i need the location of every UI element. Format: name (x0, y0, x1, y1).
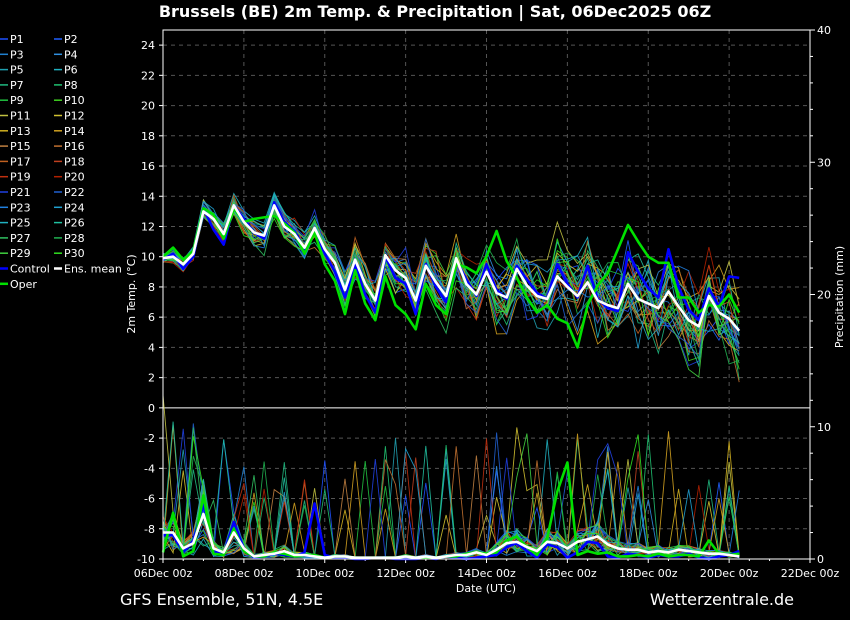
y-axis-label: 2m Temp. (°C) (125, 254, 138, 333)
legend-entry: P26 (64, 217, 85, 230)
y-tick-label: 22 (141, 69, 155, 82)
member-precip-line (162, 427, 740, 559)
legend-entry: Control (10, 263, 50, 276)
x-tick-label: 10Dec 00z (295, 567, 354, 580)
model-label: GFS Ensemble, 51N, 4.5E (120, 590, 323, 609)
chart-title: Brussels (BE) 2m Temp. & Precipitation |… (159, 2, 711, 22)
x-tick-label: 12Dec 00z (376, 567, 435, 580)
legend-entry: P30 (64, 247, 85, 260)
y-tick-label: -4 (144, 462, 155, 475)
y2-tick-label: 10 (817, 421, 831, 434)
ensemble-member-lines (162, 191, 740, 560)
y-tick-label: 12 (141, 220, 155, 233)
legend-entry: P20 (64, 171, 85, 184)
member-precip-line (162, 427, 740, 559)
x-tick-label: 18Dec 00z (619, 567, 678, 580)
member-precip-line (162, 394, 740, 560)
member-temp-line (162, 204, 740, 345)
legend-entry: P19 (10, 171, 31, 184)
y-tick-label: 20 (141, 100, 155, 113)
ens-mean-precip-line (163, 512, 740, 560)
legend-entry: P3 (10, 48, 24, 61)
legend-entry: P28 (64, 232, 85, 245)
legend-entry: P9 (10, 94, 24, 107)
site-label: Wetterzentrale.de (650, 590, 794, 609)
legend-entry: P25 (10, 217, 31, 230)
legend-entry: P18 (64, 155, 85, 168)
legend-entry: P7 (10, 79, 24, 92)
legend-entry: P23 (10, 201, 31, 214)
x-tick-label: 06Dec 00z (134, 567, 193, 580)
ens-mean-temp-line (162, 204, 741, 332)
legend-entry: P11 (10, 110, 31, 123)
legend-entry: P24 (64, 201, 85, 214)
y-tick-label: 18 (141, 130, 155, 143)
member-temp-line (162, 201, 740, 378)
legend-entry: P12 (64, 110, 85, 123)
legend-entry: P1 (10, 33, 24, 46)
legend-entry: P14 (64, 125, 85, 138)
y-tick-label: -8 (144, 523, 155, 536)
x-tick-label: 14Dec 00z (457, 567, 516, 580)
y2-tick-label: 20 (817, 289, 831, 302)
legend-entry: P4 (64, 48, 78, 61)
legend-entry: P5 (10, 64, 24, 77)
legend-entry: P13 (10, 125, 31, 138)
oper-temp-line (162, 207, 741, 349)
x-axis-label: Date (UTC) (456, 582, 516, 595)
x-tick-label: 16Dec 00z (538, 567, 597, 580)
member-precip-line (162, 466, 740, 560)
x-tick-label: 08Dec 00z (215, 567, 274, 580)
precipitation-axis: 40 30 20 10 0 (810, 24, 831, 566)
legend-entry: Ens. mean (64, 263, 122, 276)
legend-entry: P22 (64, 186, 85, 199)
legend-entry: P16 (64, 140, 85, 153)
y2-tick-label: 40 (817, 24, 831, 37)
y-tick-label: -2 (144, 432, 155, 445)
legend-entry: Oper (10, 278, 37, 291)
member-temp-line (163, 210, 740, 339)
y-tick-label: 14 (141, 190, 155, 203)
y-tick-label: 24 (141, 39, 155, 52)
legend-entry: P21 (10, 186, 31, 199)
y-tick-label: 16 (141, 160, 155, 173)
member-precip-line (162, 428, 740, 559)
plot-frame (162, 29, 811, 560)
y-tick-label: -10 (137, 553, 155, 566)
main-series-lines (161, 201, 741, 561)
legend-entry: P2 (64, 33, 78, 46)
legend-entry: P8 (64, 79, 78, 92)
x-tick-label: 20Dec 00z (700, 567, 759, 580)
y2-axis-label: Precipitation (mm) (833, 246, 846, 348)
legend-entry: P27 (10, 232, 31, 245)
legend-entry: P29 (10, 247, 31, 260)
y-tick-label: 6 (148, 311, 155, 324)
y2-tick-label: 30 (817, 156, 831, 169)
y-tick-label: 8 (148, 281, 155, 294)
y-tick-label: -6 (144, 493, 155, 506)
y2-tick-label: 0 (817, 553, 824, 566)
legend-entry: P17 (10, 155, 31, 168)
y-tick-label: 0 (148, 402, 155, 415)
legend-entry: P10 (64, 94, 85, 107)
y-tick-label: 4 (148, 341, 155, 354)
y-tick-label: 10 (141, 251, 155, 264)
member-precip-line (162, 434, 740, 559)
legend: P1 P2 P3 P4 P5 P6 P7 P8 P9 P10 P11 P12 P13 P14 P15 P16 P… (0, 33, 122, 291)
legend-entry: P15 (10, 140, 31, 153)
legend-entry: P6 (64, 64, 78, 77)
y-tick-label: 2 (148, 372, 155, 385)
x-tick-label: 22Dec 00z (781, 567, 840, 580)
time-axis: 06Dec 00z 08Dec 00z 10Dec 00z 12Dec 00z 14De… (134, 559, 840, 580)
